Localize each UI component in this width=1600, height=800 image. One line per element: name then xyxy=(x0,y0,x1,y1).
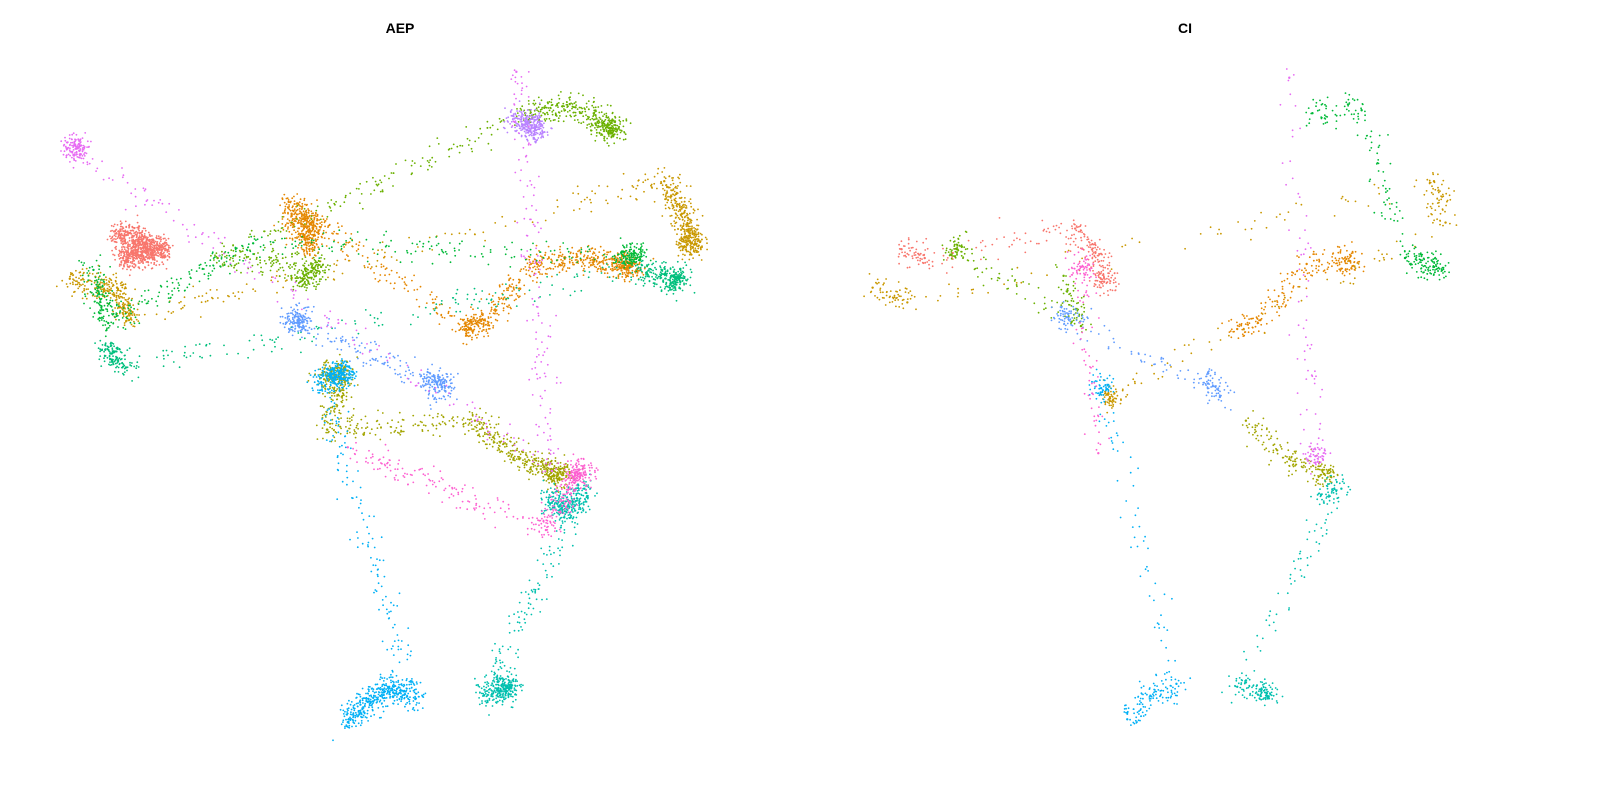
data-point xyxy=(1236,685,1239,688)
cluster-1 xyxy=(106,214,174,277)
data-point xyxy=(322,378,326,381)
data-point xyxy=(130,236,134,239)
data-point xyxy=(515,70,518,74)
cluster-2 xyxy=(1221,241,1366,340)
cluster-2 xyxy=(273,193,655,346)
cluster-9 xyxy=(306,358,427,742)
cluster-11 xyxy=(502,100,553,144)
data-point xyxy=(639,268,642,272)
data-point xyxy=(1236,327,1239,331)
cluster-11 xyxy=(1064,248,1110,455)
cluster-10 xyxy=(279,302,459,410)
panel-title-aep: AEP xyxy=(385,20,415,36)
cluster-8 xyxy=(1088,368,1192,726)
data-point xyxy=(1360,109,1363,112)
data-point xyxy=(1218,395,1222,399)
data-point xyxy=(923,256,926,260)
data-point xyxy=(319,381,323,384)
data-point xyxy=(663,180,666,183)
data-point xyxy=(1175,682,1178,686)
data-point xyxy=(68,277,71,280)
data-point xyxy=(550,469,554,473)
data-point xyxy=(1079,324,1083,328)
cluster-12 xyxy=(60,69,562,473)
cluster-8 xyxy=(474,473,598,716)
data-point xyxy=(251,242,255,245)
cluster-6 xyxy=(1305,92,1450,281)
cluster-10 xyxy=(1279,68,1332,475)
panel-title-ci: CI xyxy=(1178,20,1192,36)
data-point xyxy=(473,419,477,422)
data-point xyxy=(1244,419,1248,422)
data-point xyxy=(1102,280,1106,283)
data-point xyxy=(1097,452,1100,455)
cluster-13 xyxy=(346,441,599,539)
data-point xyxy=(92,268,95,272)
data-point xyxy=(1288,76,1291,79)
cluster-5 xyxy=(941,230,1092,333)
data-point xyxy=(107,321,110,325)
data-point xyxy=(1444,221,1447,224)
cluster-1 xyxy=(897,217,1120,297)
data-point xyxy=(1062,274,1065,278)
data-point xyxy=(1340,487,1343,490)
cluster-3 xyxy=(863,172,1458,414)
cluster-6 xyxy=(78,229,652,338)
data-point xyxy=(574,106,577,109)
cluster-7 xyxy=(1221,474,1352,707)
scatter-panel-1 xyxy=(55,69,708,742)
data-point xyxy=(1126,718,1129,721)
data-point xyxy=(1305,262,1308,266)
cluster-5 xyxy=(210,91,632,292)
scatter-panel-2 xyxy=(863,68,1458,726)
cluster-3 xyxy=(55,167,708,328)
data-point xyxy=(216,256,219,260)
cluster-4 xyxy=(307,353,584,493)
data-point xyxy=(346,446,349,449)
cluster-9 xyxy=(1050,301,1236,411)
data-point xyxy=(319,265,323,269)
data-point xyxy=(906,301,909,304)
data-point xyxy=(871,286,874,289)
data-point xyxy=(1073,227,1077,230)
data-point xyxy=(1288,457,1291,461)
